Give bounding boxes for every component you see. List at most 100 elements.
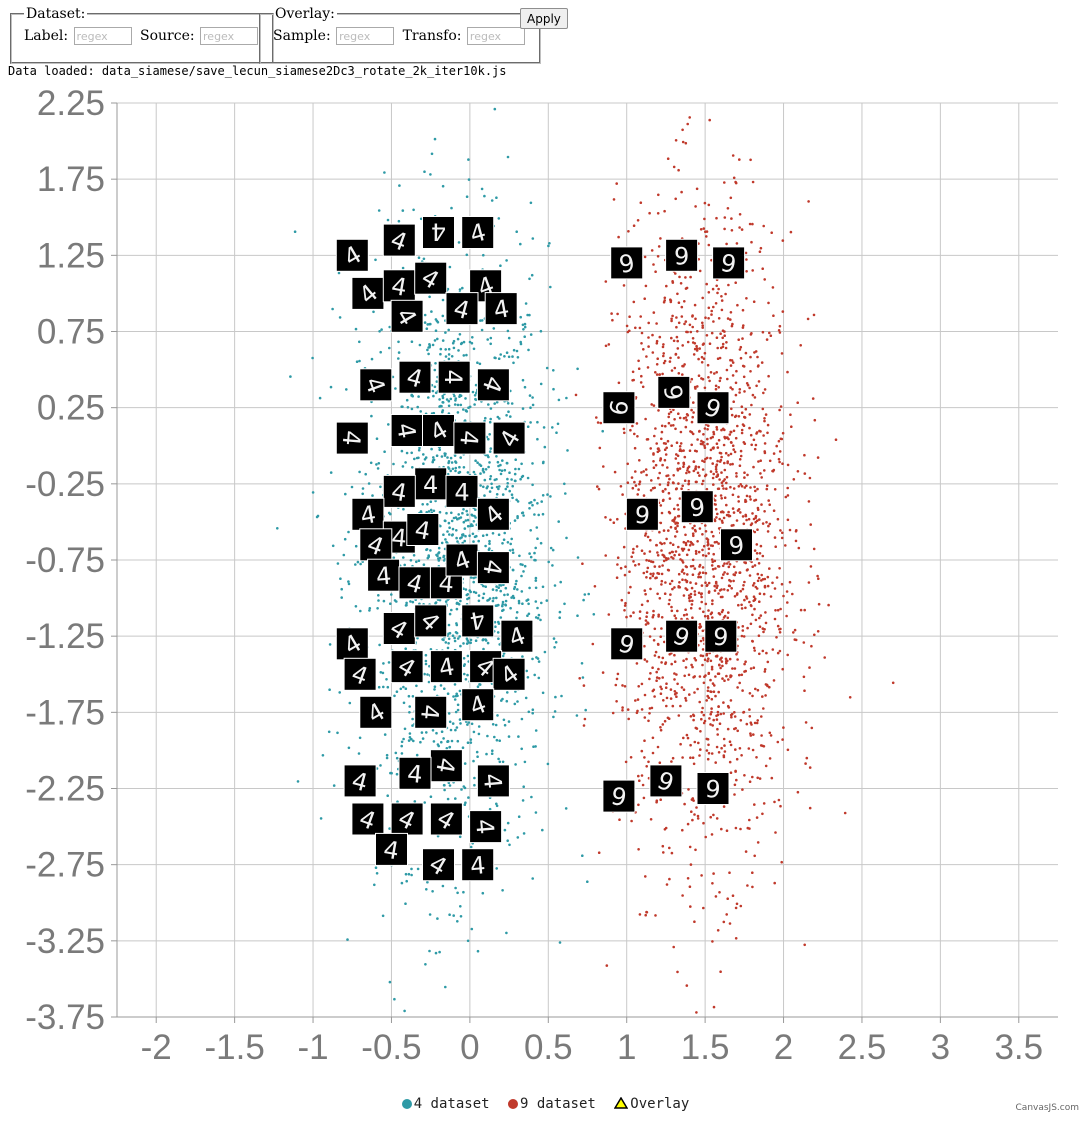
overlay-sample-thumbnail[interactable]: 9 — [665, 238, 699, 272]
overlay-sample-thumbnail[interactable]: 4 — [414, 261, 448, 295]
data-point — [444, 641, 448, 644]
data-point — [807, 581, 811, 584]
data-point — [447, 637, 451, 641]
overlay-sample-thumbnail[interactable]: 9 — [610, 627, 644, 661]
overlay-sample-thumbnail[interactable]: 4 — [398, 756, 432, 790]
overlay-sample-thumbnail[interactable]: 4 — [351, 276, 385, 310]
overlay-sample-thumbnail[interactable]: 4 — [492, 657, 526, 691]
overlay-sample-thumbnail[interactable]: 9 — [712, 246, 746, 280]
data-point — [670, 760, 673, 763]
overlay-sample-thumbnail[interactable]: 4 — [476, 551, 510, 585]
overlay-sample-thumbnail[interactable]: 9 — [720, 528, 753, 562]
overlay-sample-thumbnail[interactable]: 4 — [398, 360, 432, 394]
overlay-sample-thumbnail[interactable]: 4 — [343, 657, 377, 691]
data-point — [748, 222, 752, 226]
overlay-sample-thumbnail[interactable]: 4 — [359, 368, 393, 402]
data-point — [737, 495, 740, 499]
overlay-sample-thumbnail[interactable]: 4 — [484, 292, 518, 326]
data-point — [681, 828, 684, 832]
overlay-sample-thumbnail[interactable]: 9 — [704, 619, 738, 653]
overlay-sample-thumbnail[interactable]: 4 — [382, 612, 416, 646]
overlay-sample-thumbnail[interactable]: 4 — [453, 421, 487, 455]
sample-regex-input[interactable] — [336, 27, 395, 45]
canvasjs-credit[interactable]: CanvasJS.com — [1015, 1103, 1079, 1113]
overlay-sample-thumbnail[interactable]: 4 — [461, 216, 495, 249]
data-point — [507, 735, 511, 738]
overlay-sample-thumbnail[interactable]: 4 — [445, 474, 479, 508]
overlay-sample-thumbnail[interactable]: 4 — [422, 848, 455, 882]
overlay-sample-thumbnail[interactable]: 9 — [696, 391, 730, 425]
overlay-sample-thumbnail[interactable]: 4 — [382, 223, 416, 257]
legend-item-4-dataset[interactable]: 4 dataset — [401, 1096, 490, 1112]
overlay-sample-thumbnail[interactable]: 4 — [398, 566, 432, 600]
overlay-sample-thumbnail[interactable]: 9 — [602, 391, 636, 425]
thumbnail-background — [445, 292, 479, 326]
overlay-sample-thumbnail[interactable]: 4 — [414, 467, 448, 501]
overlay-sample-thumbnail[interactable]: 4 — [422, 216, 455, 249]
thumbnail-background — [445, 543, 479, 577]
transfo-regex-input[interactable] — [466, 27, 525, 45]
overlay-sample-thumbnail[interactable]: 4 — [492, 421, 526, 455]
overlay-sample-thumbnail[interactable]: 4 — [461, 688, 495, 722]
overlay-sample-thumbnail[interactable]: 4 — [477, 368, 510, 402]
overlay-sample-thumbnail[interactable]: 4 — [500, 619, 534, 653]
overlay-sample-thumbnail[interactable]: 9 — [602, 779, 636, 813]
data-point — [446, 472, 450, 476]
overlay-sample-thumbnail[interactable]: 4 — [406, 513, 440, 546]
overlay-sample-thumbnail[interactable]: 4 — [445, 543, 479, 577]
overlay-sample-thumbnail[interactable]: 9 — [696, 772, 730, 805]
data-point — [407, 694, 411, 698]
overlay-sample-thumbnail[interactable]: 4 — [390, 299, 424, 333]
label-regex-input[interactable] — [73, 27, 132, 45]
overlay-sample-thumbnail[interactable]: 9 — [680, 490, 714, 524]
overlay-sample-thumbnail[interactable]: 4 — [351, 497, 385, 531]
data-point — [716, 512, 719, 516]
overlay-sample-thumbnail[interactable]: 4 — [390, 650, 424, 684]
overlay-sample-thumbnail[interactable]: 4 — [335, 627, 369, 661]
apply-button[interactable]: Apply — [520, 8, 568, 29]
overlay-sample-thumbnail[interactable]: 4 — [422, 414, 455, 448]
overlay-sample-thumbnail[interactable]: 4 — [343, 764, 377, 798]
overlay-sample-thumbnail[interactable]: 4 — [335, 238, 369, 272]
data-point — [707, 751, 711, 755]
overlay-sample-thumbnail[interactable]: 4 — [461, 604, 495, 638]
overlay-sample-thumbnail[interactable]: 9 — [657, 375, 691, 409]
overlay-sample-thumbnail[interactable]: 4 — [351, 802, 385, 836]
overlay-sample-thumbnail[interactable]: 4 — [429, 650, 463, 684]
overlay-sample-thumbnail[interactable]: 9 — [665, 619, 699, 653]
overlay-sample-thumbnail[interactable]: 4 — [367, 558, 401, 592]
data-point — [723, 428, 726, 432]
legend-item-overlay[interactable]: Overlay — [614, 1096, 689, 1112]
source-regex-input[interactable] — [200, 27, 259, 45]
overlay-sample-thumbnail[interactable]: 4 — [476, 764, 510, 798]
data-point — [740, 411, 744, 415]
overlay-sample-thumbnail[interactable]: 4 — [382, 269, 416, 303]
overlay-sample-thumbnail[interactable]: 4 — [375, 832, 408, 866]
data-point — [729, 452, 733, 456]
overlay-sample-thumbnail[interactable]: 9 — [649, 764, 683, 798]
overlay-sample-thumbnail[interactable]: 4 — [461, 848, 495, 882]
overlay-sample-thumbnail[interactable]: 4 — [390, 802, 424, 836]
data-point — [714, 675, 717, 678]
overlay-sample-thumbnail[interactable]: 9 — [610, 246, 644, 280]
legend-item-9-dataset[interactable]: 9 dataset — [507, 1096, 596, 1112]
overlay-sample-thumbnail[interactable]: 4 — [359, 695, 393, 729]
overlay-sample-thumbnail[interactable]: 4 — [335, 421, 369, 455]
overlay-sample-thumbnail[interactable]: 4 — [437, 360, 471, 394]
overlay-sample-thumbnail[interactable]: 4 — [382, 474, 416, 508]
overlay-sample-thumbnail[interactable]: 9 — [625, 497, 659, 531]
overlay-sample-thumbnail[interactable]: 4 — [469, 810, 503, 844]
overlay-sample-thumbnail[interactable]: 4 — [476, 497, 510, 531]
data-point — [446, 797, 450, 801]
data-point — [717, 317, 721, 320]
data-point — [811, 397, 815, 400]
data-point — [534, 576, 538, 580]
overlay-sample-thumbnail[interactable]: 4 — [414, 695, 448, 729]
overlay-sample-thumbnail[interactable]: 4 — [429, 749, 463, 783]
overlay-sample-thumbnail[interactable]: 4 — [429, 802, 463, 836]
overlay-sample-thumbnail[interactable]: 4 — [445, 292, 479, 326]
overlay-sample-thumbnail[interactable]: 4 — [414, 604, 448, 638]
overlay-sample-thumbnail[interactable]: 4 — [390, 414, 424, 447]
overlay-sample-thumbnail[interactable]: 4 — [359, 528, 393, 562]
